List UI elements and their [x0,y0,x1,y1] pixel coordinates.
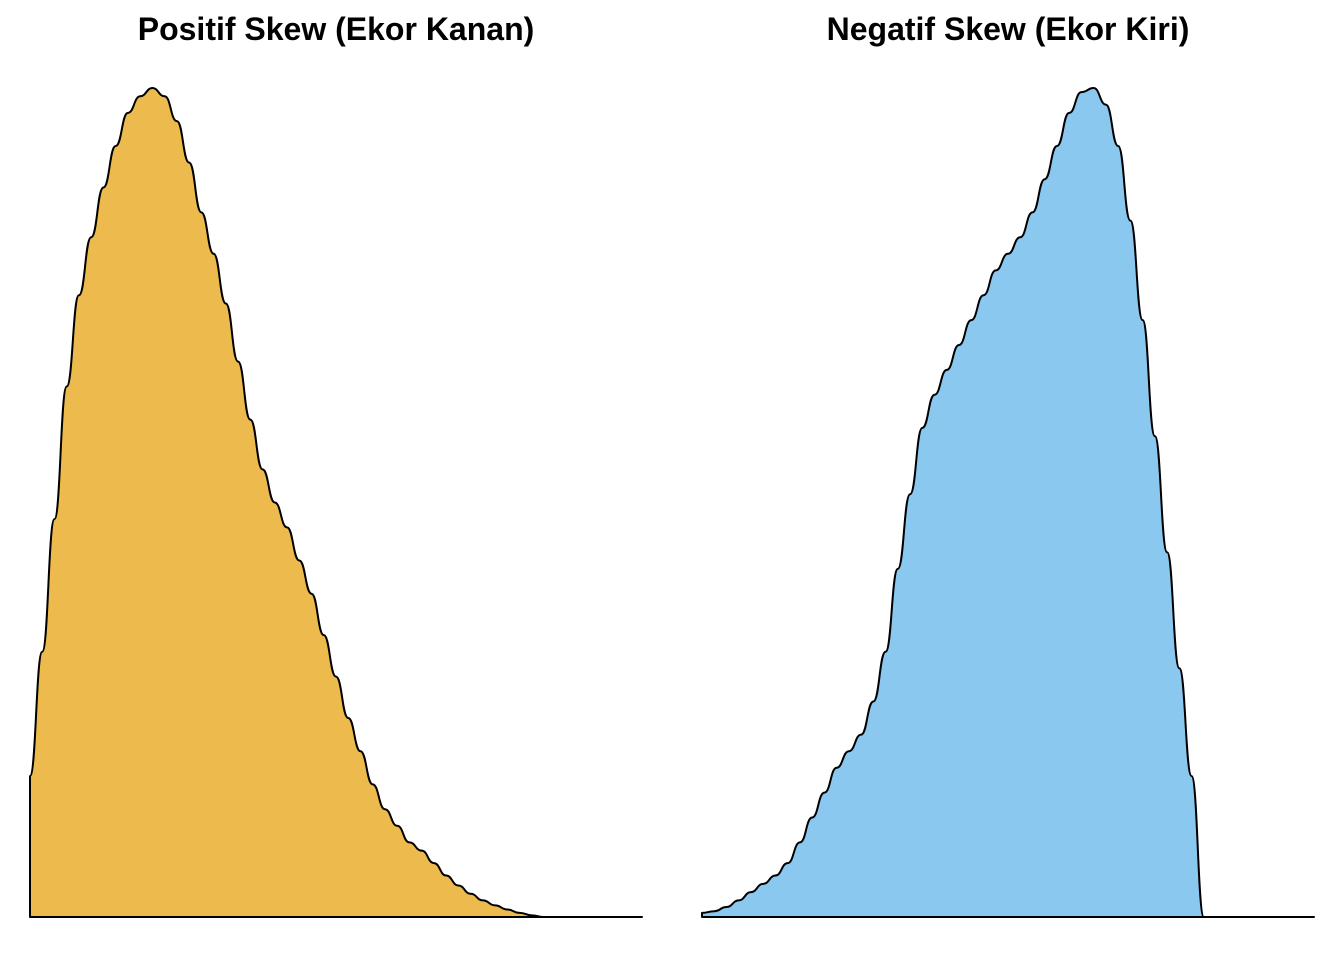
positive-skew-title: Positif Skew (Ekor Kanan) [138,11,535,47]
positive-skew-panel: Positif Skew (Ekor Kanan) [29,11,643,918]
negative-skew-panel: Negatif Skew (Ekor Kiri) [701,11,1315,918]
positive-skew-density-area [29,87,643,918]
negative-skew-title: Negatif Skew (Ekor Kiri) [827,11,1190,47]
negative-skew-density-area [701,87,1315,918]
